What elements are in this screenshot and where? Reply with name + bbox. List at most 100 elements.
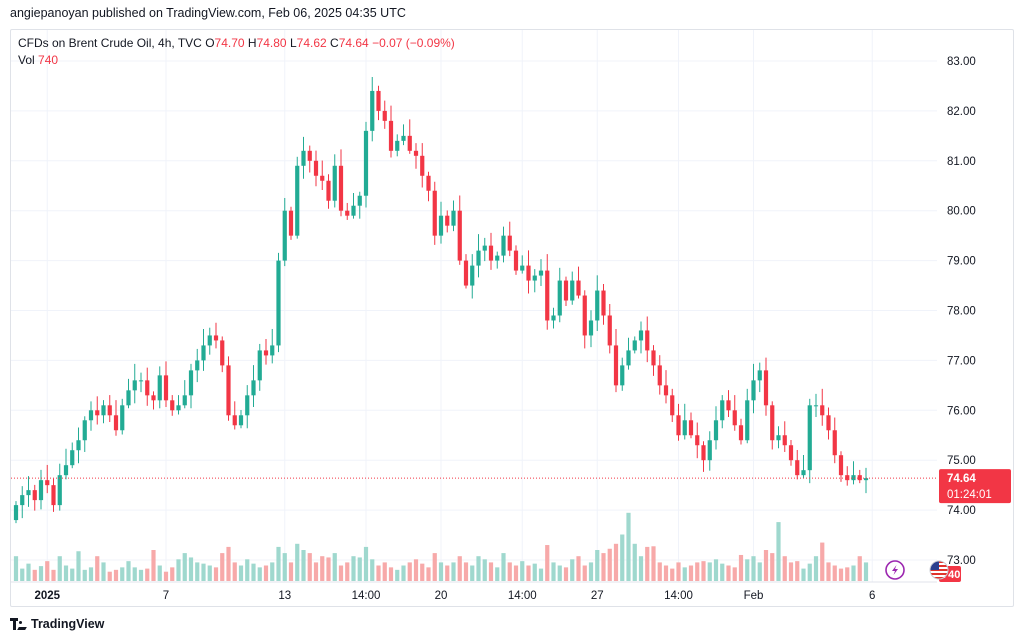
- candle-body: [457, 210, 462, 261]
- candle-body: [113, 415, 119, 431]
- footer-brand[interactable]: TradingView: [10, 617, 104, 631]
- volume-bar: [451, 562, 456, 581]
- volume-bar: [76, 551, 81, 581]
- volume-bar: [238, 565, 244, 581]
- volume-bar: [295, 543, 300, 581]
- volume-bar: [157, 565, 162, 581]
- lightning-icon[interactable]: [885, 560, 905, 580]
- volume-bar: [745, 559, 750, 581]
- volume-bar: [245, 559, 250, 581]
- volume-bar: [101, 562, 106, 581]
- volume-bar: [13, 556, 19, 581]
- volume-bar: [763, 550, 769, 581]
- volume-bar: [420, 563, 425, 581]
- volume-bar: [688, 565, 694, 581]
- candle-body: [601, 290, 606, 316]
- candle-body: [638, 330, 644, 341]
- candle-body: [120, 405, 125, 431]
- candle-body: [651, 350, 656, 366]
- candle-body: [670, 395, 675, 416]
- candle-body: [857, 475, 862, 481]
- candle-body: [557, 280, 562, 316]
- flag-body: [930, 561, 948, 579]
- chart-pane[interactable]: 83.00 82.00 81.00 80.00 79.00 78.00 77.00 76.00…: [10, 29, 1014, 607]
- volume-bar: [613, 543, 619, 581]
- volume-bar: [88, 567, 94, 581]
- volume-bar: [832, 565, 837, 581]
- volume-bar: [476, 556, 481, 581]
- candle-body: [801, 470, 806, 476]
- volume-bar: [463, 562, 469, 581]
- candle-body: [301, 150, 306, 166]
- candle-body: [788, 445, 794, 461]
- volume-bar: [726, 565, 731, 581]
- candle-body: [795, 460, 800, 476]
- x-tick-label: 14:00: [508, 590, 537, 602]
- volume-bar: [320, 556, 325, 581]
- candle-body: [257, 350, 262, 381]
- open-label: O: [205, 36, 215, 50]
- volume-bar: [138, 569, 144, 581]
- volume-bar: [601, 553, 606, 581]
- volume-bar: [357, 557, 362, 581]
- volume-bar: [776, 522, 781, 581]
- volume-bar: [713, 559, 719, 581]
- volume-bar: [820, 542, 825, 581]
- volume-bar: [395, 569, 400, 581]
- volume-bar: [213, 567, 219, 581]
- candle-body: [538, 270, 544, 276]
- candle-body: [332, 165, 337, 201]
- x-tick-label: 14:00: [664, 590, 693, 602]
- candle-body: [363, 130, 369, 196]
- last-price-badge: [939, 469, 1011, 504]
- volume-bar: [707, 562, 712, 581]
- candle-body: [357, 195, 362, 206]
- candlestick-chart[interactable]: 83.00 82.00 81.00 80.00 79.00 78.00 77.00 76.00…: [11, 30, 1014, 607]
- volume-bar: [257, 567, 262, 581]
- low-label: L: [289, 36, 297, 50]
- volume-bar: [632, 543, 637, 581]
- candle-body: [732, 410, 737, 426]
- candle-body: [495, 255, 500, 261]
- candle-body: [63, 465, 69, 476]
- candle-body: [432, 190, 437, 236]
- candle-body: [45, 480, 50, 486]
- candle-body: [451, 210, 456, 226]
- candle-body: [626, 350, 631, 366]
- symbol-title[interactable]: CFDs on Brent Crude Oil, 4h, TVC: [18, 36, 202, 50]
- volume-bar: [232, 562, 237, 581]
- y-tick-label: 83.00: [947, 56, 976, 68]
- volume-bar: [132, 567, 137, 581]
- candle-body: [145, 380, 150, 396]
- volume-bar: [126, 561, 131, 581]
- candle-body: [232, 415, 237, 426]
- candle-body: [688, 420, 694, 436]
- candle-body: [420, 155, 425, 176]
- high-label: H: [247, 36, 257, 50]
- candle-body: [263, 350, 269, 356]
- us-flag-icon[interactable]: [929, 560, 949, 580]
- tradingview-logo-icon: [10, 618, 27, 630]
- volume-bar: [845, 567, 850, 581]
- volume-bar: [507, 562, 512, 581]
- volume-bar: [282, 553, 287, 581]
- volume-bars: [13, 512, 869, 581]
- volume-bar: [676, 562, 681, 581]
- candle-body: [376, 90, 381, 111]
- candle-body: [632, 340, 637, 351]
- candle-body: [657, 365, 662, 386]
- open-value: 74.70: [214, 36, 245, 50]
- volume-bar: [682, 567, 687, 581]
- volume-bar: [407, 562, 412, 581]
- close-label: C: [330, 36, 339, 50]
- candle-body: [401, 135, 406, 141]
- candle-body: [645, 330, 650, 351]
- volume-bar: [95, 556, 100, 581]
- x-tick-label: 27: [591, 590, 604, 602]
- candle-body: [20, 495, 25, 506]
- volume-bar: [107, 571, 112, 581]
- candle-body: [463, 260, 469, 286]
- volume-bar: [570, 559, 575, 581]
- flag-stripe: [930, 577, 948, 579]
- candle-body: [151, 395, 156, 401]
